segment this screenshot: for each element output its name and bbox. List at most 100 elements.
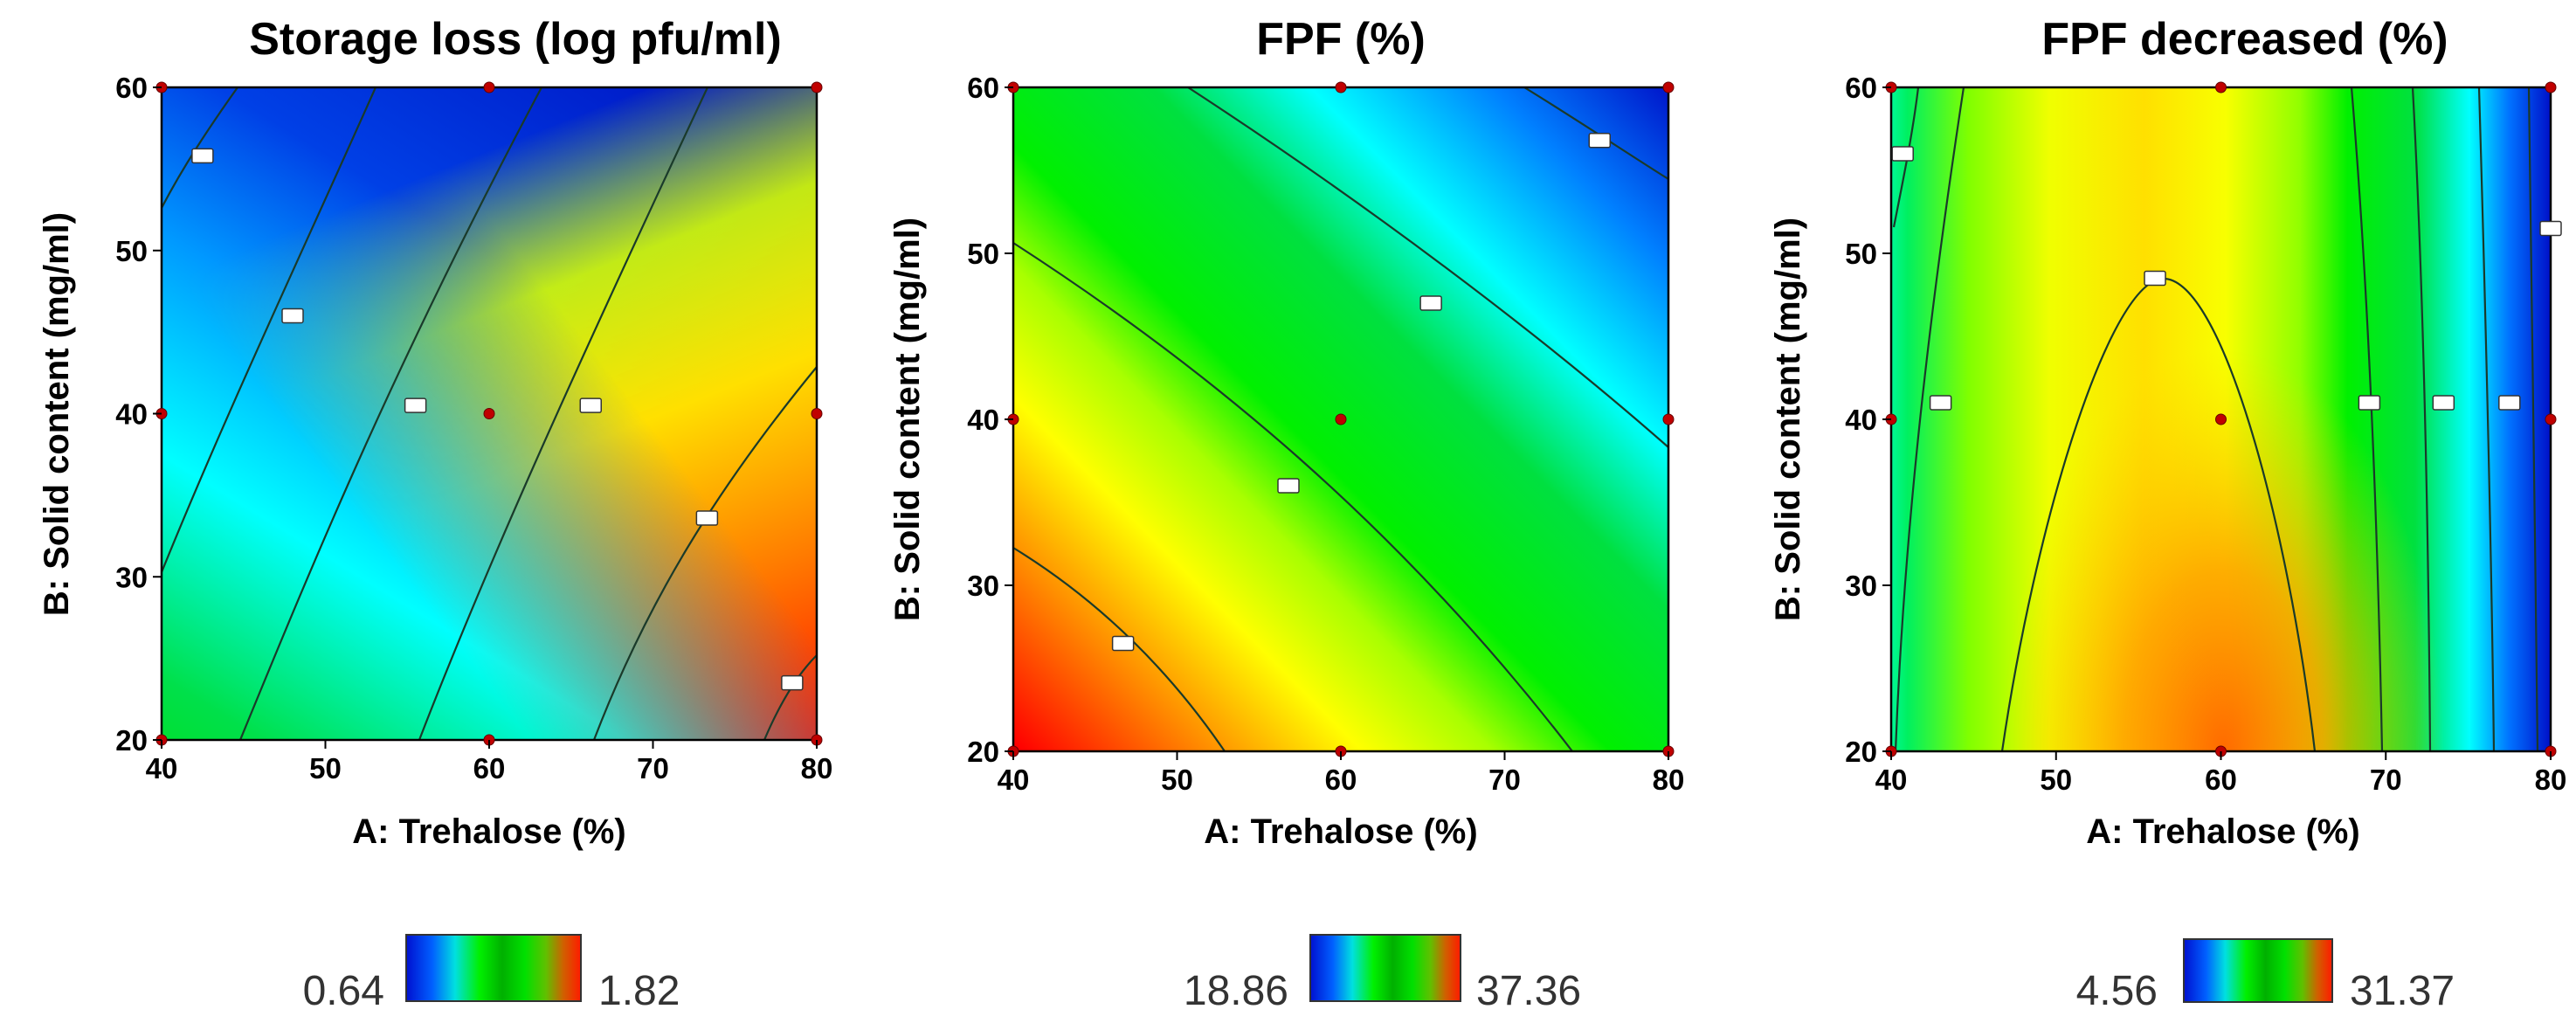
x-tick-label: 40 bbox=[1875, 764, 1908, 796]
contour-line bbox=[1894, 87, 1965, 751]
y-tick-label: 60 bbox=[115, 72, 148, 104]
design-point bbox=[1662, 81, 1675, 93]
y-tick-label: 20 bbox=[115, 724, 148, 757]
x-tick-label: 80 bbox=[2535, 764, 2567, 796]
x-axis-label: A: Trehalose (%) bbox=[1204, 812, 1477, 851]
ticks-storage-loss: 40 50 60 70 80 20 30 40 50 60 bbox=[115, 72, 832, 785]
ticks-fpf: 40 50 60 70 80 20 30 40 50 60 bbox=[967, 72, 1684, 796]
contour-lines-fpf bbox=[1013, 87, 1668, 751]
y-tick-label: 40 bbox=[115, 398, 148, 431]
y-tick-label: 30 bbox=[115, 561, 148, 593]
x-tick-label: 40 bbox=[998, 764, 1030, 796]
x-tick-label: 70 bbox=[1488, 764, 1521, 796]
contour-label-flag bbox=[1929, 395, 1952, 411]
contour-line bbox=[162, 87, 377, 573]
contour-line bbox=[592, 366, 817, 740]
y-tick-label: 50 bbox=[115, 235, 148, 267]
design-point bbox=[811, 81, 823, 93]
contour-label-flag bbox=[191, 148, 214, 164]
y-tick-label: 30 bbox=[1845, 570, 1877, 602]
y-axis-label: B: Solid content (mg/ml) bbox=[1769, 218, 1807, 621]
contour-label-flag bbox=[1588, 133, 1611, 149]
contour-line bbox=[2411, 87, 2432, 751]
x-tick-label: 60 bbox=[473, 752, 506, 785]
y-tick-label: 20 bbox=[1845, 736, 1877, 768]
design-point bbox=[1335, 413, 1347, 425]
design-point bbox=[2215, 413, 2227, 425]
chart-title: FPF (%) bbox=[1256, 14, 1426, 65]
contour-label-flag bbox=[2498, 395, 2521, 411]
legend-max-label: 31.37 bbox=[2350, 968, 2455, 1014]
panel-fpf: FPF (%) A: Trehalose (%) B: Solid conten… bbox=[888, 14, 1684, 1014]
y-tick-label: 60 bbox=[967, 72, 999, 104]
y-tick-label: 40 bbox=[967, 404, 999, 436]
x-axis-label: A: Trehalose (%) bbox=[352, 812, 625, 851]
contour-label-flag bbox=[2539, 220, 2562, 237]
legend-max-label: 1.82 bbox=[598, 968, 680, 1014]
contour-line bbox=[418, 87, 708, 740]
design-point bbox=[2545, 413, 2557, 425]
legend-max-label: 37.36 bbox=[1476, 968, 1581, 1014]
x-tick-label: 40 bbox=[146, 752, 178, 785]
x-axis-label: A: Trehalose (%) bbox=[2086, 812, 2359, 851]
y-axis-label: B: Solid content (mg/ml) bbox=[888, 218, 927, 621]
legend-min-label: 4.56 bbox=[2076, 968, 2158, 1014]
design-point bbox=[811, 408, 823, 419]
contour-label-flag bbox=[781, 674, 804, 691]
ticks-fpf-decreased: 40 50 60 70 80 20 30 40 50 60 bbox=[1845, 72, 2566, 796]
contour-line bbox=[238, 87, 542, 740]
legend-colorbar bbox=[405, 934, 582, 1002]
design-point bbox=[483, 408, 495, 419]
contour-label-flag bbox=[2144, 270, 2166, 287]
x-tick-label: 50 bbox=[1161, 764, 1193, 796]
legend-min-label: 18.86 bbox=[1184, 968, 1288, 1014]
panel-fpf-decreased: FPF decreased (%) A: Trehalose (%) B: So… bbox=[1769, 14, 2566, 1014]
y-tick-label: 50 bbox=[1845, 238, 1877, 270]
legend-colorbar bbox=[2183, 938, 2333, 1003]
contour-label-flag bbox=[2432, 395, 2455, 411]
contour-label-flag bbox=[1111, 635, 1135, 652]
contour-line bbox=[1013, 547, 1226, 751]
contour-label-flag bbox=[2358, 395, 2381, 411]
design-point bbox=[2545, 81, 2557, 93]
panel-storage-loss: Storage loss (log pfu/ml) A: Trehalose (… bbox=[38, 14, 832, 1014]
contour-label-flag bbox=[1277, 478, 1300, 494]
marks-fpf bbox=[1007, 81, 1675, 757]
chart-title: Storage loss (log pfu/ml) bbox=[249, 14, 782, 65]
contour-lines-fpf-decreased bbox=[1892, 87, 2539, 751]
contour-label-flag bbox=[1419, 295, 1442, 311]
x-tick-label: 70 bbox=[637, 752, 669, 785]
x-tick-label: 50 bbox=[309, 752, 342, 785]
contour-label-flag bbox=[579, 397, 602, 413]
design-point bbox=[2215, 81, 2227, 93]
design-point bbox=[1662, 413, 1675, 425]
x-tick-label: 70 bbox=[2370, 764, 2402, 796]
contour-label-flag bbox=[1891, 146, 1914, 162]
design-point bbox=[1335, 81, 1347, 93]
design-point bbox=[483, 81, 495, 93]
legend-colorbar bbox=[1309, 934, 1461, 1002]
contour-line bbox=[1013, 242, 1573, 751]
marks-fpf-decreased bbox=[1885, 81, 2562, 757]
contour-label-flag bbox=[281, 308, 304, 324]
contour-line bbox=[2527, 87, 2539, 751]
y-tick-label: 50 bbox=[967, 238, 999, 270]
contour-label-flag bbox=[404, 397, 427, 413]
y-axis-label: B: Solid content (mg/ml) bbox=[38, 212, 76, 616]
x-tick-label: 50 bbox=[2040, 764, 2072, 796]
chart-title: FPF decreased (%) bbox=[2041, 14, 2448, 65]
contour-line bbox=[162, 87, 238, 209]
contour-label-flag bbox=[695, 510, 719, 526]
y-tick-label: 30 bbox=[967, 570, 999, 602]
x-tick-label: 80 bbox=[1653, 764, 1685, 796]
x-tick-label: 60 bbox=[1325, 764, 1357, 796]
x-tick-label: 80 bbox=[801, 752, 833, 785]
y-tick-label: 60 bbox=[1845, 72, 1877, 104]
y-tick-label: 40 bbox=[1845, 404, 1877, 436]
contour-lines-storage-loss bbox=[162, 87, 817, 740]
x-tick-label: 60 bbox=[2205, 764, 2237, 796]
contour-line bbox=[1187, 87, 1668, 448]
contour-line bbox=[2477, 87, 2496, 751]
contour-line bbox=[2350, 87, 2384, 751]
